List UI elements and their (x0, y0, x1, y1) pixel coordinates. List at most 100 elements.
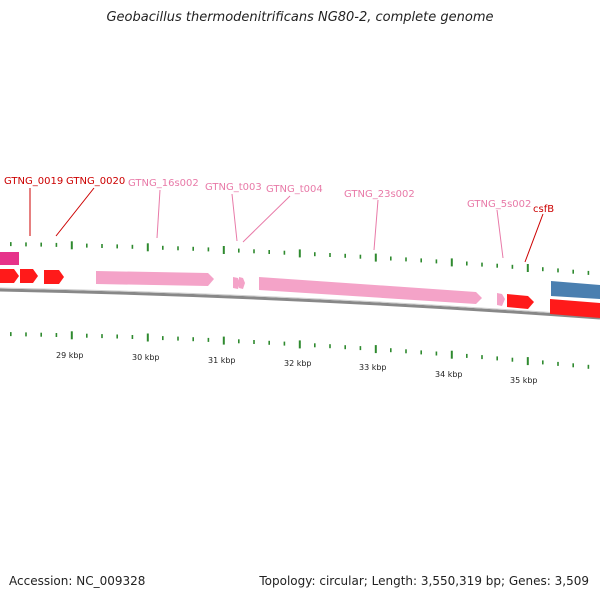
lower-tick (329, 344, 331, 349)
lower-tick (222, 336, 225, 345)
cds-block-right[interactable] (550, 299, 600, 318)
lower-tick (253, 340, 255, 344)
leader-line-16s (156, 189, 161, 239)
lower-tick (314, 343, 316, 348)
gene-labels: GTNG_0019 GTNG_0020 GTNG_16s002 GTNG_t00… (4, 176, 554, 263)
upper-tick (405, 257, 407, 262)
lower-tick (572, 363, 574, 368)
gene-label-csfb[interactable]: csfB (533, 204, 554, 215)
cds-arrow-gtng-0019[interactable] (0, 269, 19, 283)
upper-tick (10, 242, 12, 247)
lower-tick (86, 333, 88, 338)
leader-line-23s (373, 199, 379, 251)
lower-tick (101, 334, 103, 339)
rna-arrow-23s[interactable] (259, 277, 482, 304)
upper-tick (207, 247, 210, 252)
upper-tick (177, 246, 179, 251)
upper-tick (572, 269, 574, 274)
upper-tick (390, 256, 392, 261)
lower-tick (450, 350, 453, 359)
lower-tick (374, 345, 377, 354)
scale-label-31: 31 kbp (208, 356, 236, 365)
upper-tick (222, 246, 225, 254)
lower-tick (390, 348, 392, 353)
upper-tick (344, 253, 346, 258)
scale-label-33: 33 kbp (359, 363, 387, 372)
upper-tick (101, 244, 103, 248)
gene-label-5s[interactable]: GTNG_5s002 (467, 199, 531, 210)
rna-arrow-t004[interactable] (239, 277, 245, 289)
lower-tick (481, 355, 483, 360)
gene-label-t003[interactable]: GTNG_t003 (205, 182, 262, 193)
upper-tick (116, 244, 118, 249)
gene-label-23s[interactable]: GTNG_23s002 (344, 189, 415, 200)
upper-tick (40, 242, 42, 247)
lower-tick (55, 333, 58, 337)
lower-tick (542, 360, 544, 365)
upper-tick (542, 267, 544, 272)
genome-backbone (0, 288, 600, 320)
upper-tick (435, 259, 438, 264)
upper-tick (587, 270, 590, 275)
scale-labels: 29 kbp 30 kbp 31 kbp 32 kbp 33 kbp 34 kb… (56, 351, 538, 385)
upper-tick (146, 243, 149, 252)
lower-tick (192, 337, 194, 342)
magenta-feature[interactable] (0, 252, 19, 265)
upper-tick (283, 250, 286, 255)
lower-tick (466, 353, 468, 358)
lower-tick (496, 356, 498, 361)
lower-tick (146, 333, 149, 342)
gene-label-t004[interactable]: GTNG_t004 (266, 184, 323, 195)
upper-tick (162, 245, 164, 250)
lower-tick (298, 340, 301, 349)
lower-tick (207, 337, 210, 342)
rna-arrow-16s[interactable] (96, 271, 214, 286)
upper-tick (481, 262, 483, 267)
cds-arrow-csfb[interactable] (507, 294, 534, 309)
blue-feature[interactable] (551, 281, 600, 299)
upper-tick (420, 258, 422, 263)
gene-label-gtng-0019[interactable]: GTNG_0019 (4, 176, 63, 187)
cds-arrow-gtng-0020a[interactable] (20, 269, 38, 283)
rna-arrow-5s[interactable] (497, 293, 505, 306)
upper-tick (86, 243, 88, 248)
lower-tick (435, 351, 438, 356)
scale-label-32: 32 kbp (284, 359, 312, 368)
upper-tick-track (10, 241, 590, 275)
gene-label-gtng-0020[interactable]: GTNG_0020 (66, 176, 125, 187)
lower-tick (238, 339, 240, 344)
lower-tick (25, 332, 27, 337)
lower-tick (405, 349, 407, 354)
lower-tick (177, 336, 179, 341)
lower-tick (162, 336, 164, 341)
cds-arrow-gtng-0020b[interactable] (44, 270, 64, 284)
upper-tick (131, 244, 134, 249)
upper-tick (511, 264, 514, 269)
lower-tick (116, 334, 118, 339)
upper-tick (526, 264, 529, 272)
upper-tick (192, 246, 194, 251)
upper-tick (450, 258, 453, 267)
upper-tick (557, 268, 559, 273)
lower-tick (70, 331, 73, 340)
map-title: Geobacillus thermodenitrificans NG80-2, … (106, 10, 494, 25)
topology-summary: Topology: circular; Length: 3,550,319 bp… (259, 574, 589, 588)
gene-label-16s[interactable]: GTNG_16s002 (128, 178, 199, 189)
rna-arrow-t003[interactable] (233, 277, 240, 289)
leader-line-csfb (524, 213, 544, 263)
leader-line-5s (496, 209, 504, 259)
upper-tick (253, 249, 255, 254)
lower-tick (40, 332, 42, 337)
lower-tick (587, 364, 590, 369)
lower-tick (511, 357, 514, 362)
lower-tick (268, 340, 270, 345)
upper-tick (25, 242, 27, 247)
lower-tick (526, 357, 529, 366)
upper-tick (374, 253, 377, 262)
lower-tick (344, 345, 346, 350)
upper-tick (70, 241, 73, 250)
upper-tick (298, 249, 301, 258)
leader-line-gtng-0020 (55, 187, 95, 237)
lower-tick (10, 332, 12, 337)
